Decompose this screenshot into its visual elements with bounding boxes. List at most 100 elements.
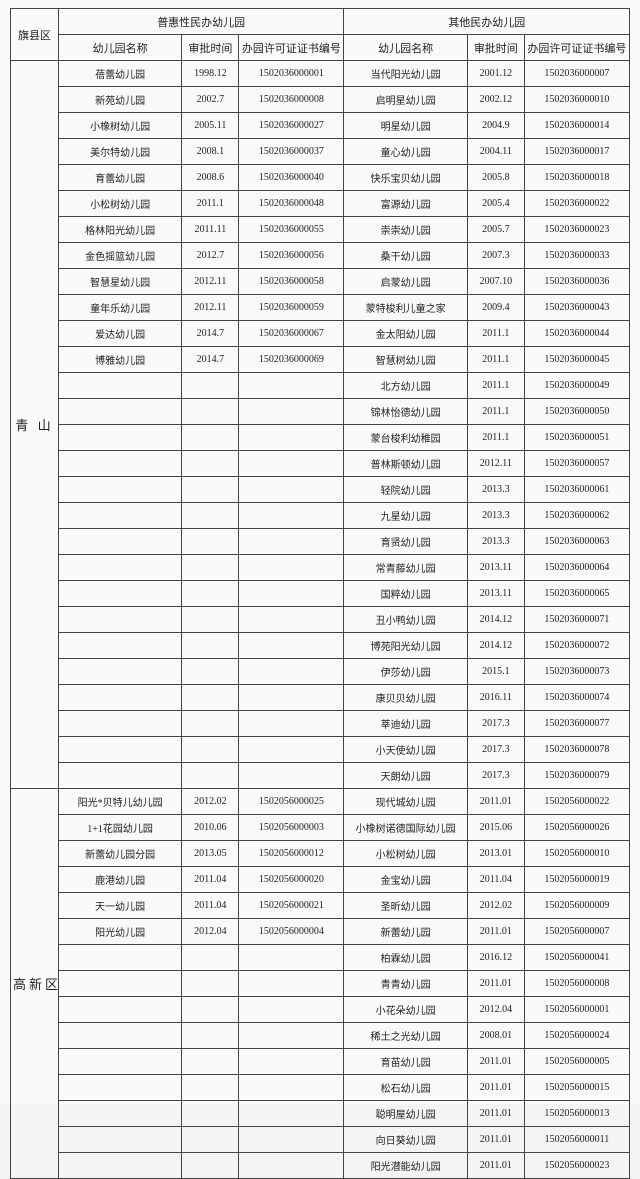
- table-row: 国粹幼儿园2013.111502036000065: [11, 581, 630, 607]
- cell-cert-a: 1502036000048: [239, 191, 344, 217]
- cell-cert-b: 1502036000071: [524, 607, 629, 633]
- cell-name-a: 童年乐幼儿园: [58, 295, 181, 321]
- cell-date-a: [182, 581, 239, 607]
- cell-cert-b: 1502056000009: [524, 893, 629, 919]
- cell-name-b: 小橡树诺德国际幼儿园: [344, 815, 467, 841]
- cell-date-a: [182, 997, 239, 1023]
- cell-name-a: 智慧星幼儿园: [58, 269, 181, 295]
- cell-date-a: [182, 1127, 239, 1153]
- cell-cert-a: [239, 1075, 344, 1101]
- cell-name-a: [58, 685, 181, 711]
- cell-date-a: 2014.7: [182, 321, 239, 347]
- header-group-a: 普惠性民办幼儿园: [58, 9, 343, 35]
- table-row: 小天使幼儿园2017.31502036000078: [11, 737, 630, 763]
- cell-date-b: 2002.12: [467, 87, 524, 113]
- cell-date-b: 2017.3: [467, 763, 524, 789]
- cell-cert-b: 1502036000007: [524, 61, 629, 87]
- cell-date-b: 2001.12: [467, 61, 524, 87]
- table-row: 聪明屋幼儿园2011.011502056000013: [11, 1101, 630, 1127]
- cell-cert-a: [239, 997, 344, 1023]
- table-row: 育苗幼儿园2011.011502056000005: [11, 1049, 630, 1075]
- cell-cert-b: 1502036000043: [524, 295, 629, 321]
- table-row: 博苑阳光幼儿园2014.121502036000072: [11, 633, 630, 659]
- cell-name-b: 金太阳幼儿园: [344, 321, 467, 347]
- cell-date-a: [182, 711, 239, 737]
- cell-date-a: 2012.02: [182, 789, 239, 815]
- cell-date-a: [182, 451, 239, 477]
- table-row: 智慧星幼儿园2012.111502036000058启蒙幼儿园2007.1015…: [11, 269, 630, 295]
- cell-cert-b: 1502036000072: [524, 633, 629, 659]
- cell-name-b: 小天使幼儿园: [344, 737, 467, 763]
- cell-date-a: [182, 425, 239, 451]
- cell-date-b: 2011.1: [467, 425, 524, 451]
- cell-name-a: [58, 1127, 181, 1153]
- table-row: 九星幼儿园2013.31502036000062: [11, 503, 630, 529]
- table-row: 育蕾幼儿园2008.61502036000040快乐宝贝幼儿园2005.8150…: [11, 165, 630, 191]
- cell-name-a: 1+1花园幼儿园: [58, 815, 181, 841]
- table-row: 向日葵幼儿园2011.011502056000011: [11, 1127, 630, 1153]
- cell-name-b: 小松树幼儿园: [344, 841, 467, 867]
- cell-date-b: 2011.01: [467, 1153, 524, 1179]
- header-name-a: 幼儿园名称: [58, 35, 181, 61]
- cell-cert-b: 1502036000017: [524, 139, 629, 165]
- cell-name-b: 轻院幼儿园: [344, 477, 467, 503]
- cell-cert-b: 1502056000001: [524, 997, 629, 1023]
- cell-date-b: 2011.1: [467, 399, 524, 425]
- cell-date-a: [182, 1075, 239, 1101]
- cell-cert-a: 1502056000025: [239, 789, 344, 815]
- cell-cert-b: 1502036000050: [524, 399, 629, 425]
- cell-name-b: 青青幼儿园: [344, 971, 467, 997]
- table-row: 小橡树幼儿园2005.111502036000027明星幼儿园2004.9150…: [11, 113, 630, 139]
- cell-cert-b: 1502036000063: [524, 529, 629, 555]
- cell-name-a: [58, 425, 181, 451]
- cell-date-a: [182, 399, 239, 425]
- cell-name-a: 博雅幼儿园: [58, 347, 181, 373]
- cell-date-b: 2011.01: [467, 1127, 524, 1153]
- cell-date-b: 2017.3: [467, 711, 524, 737]
- header-region: 旗县区: [11, 9, 59, 61]
- cell-cert-b: 1502036000065: [524, 581, 629, 607]
- cell-cert-a: [239, 581, 344, 607]
- cell-date-b: 2016.11: [467, 685, 524, 711]
- cell-name-a: 金色摇篮幼儿园: [58, 243, 181, 269]
- cell-date-a: 2011.04: [182, 867, 239, 893]
- cell-cert-a: [239, 1023, 344, 1049]
- cell-date-a: 2010.06: [182, 815, 239, 841]
- cell-cert-b: 1502036000051: [524, 425, 629, 451]
- table-row: 北方幼儿园2011.11502036000049: [11, 373, 630, 399]
- table-row: 1+1花园幼儿园2010.061502056000003小橡树诺德国际幼儿园20…: [11, 815, 630, 841]
- cell-name-b: 启蒙幼儿园: [344, 269, 467, 295]
- cell-cert-b: 1502036000049: [524, 373, 629, 399]
- cell-date-a: 2013.05: [182, 841, 239, 867]
- cell-name-a: [58, 399, 181, 425]
- cell-date-a: [182, 1101, 239, 1127]
- cell-date-a: [182, 971, 239, 997]
- cell-date-a: [182, 1023, 239, 1049]
- cell-cert-a: 1502056000003: [239, 815, 344, 841]
- cell-name-a: [58, 971, 181, 997]
- cell-name-a: [58, 555, 181, 581]
- cell-cert-b: 1502036000057: [524, 451, 629, 477]
- cell-date-b: 2011.01: [467, 1049, 524, 1075]
- cell-cert-a: [239, 607, 344, 633]
- cell-name-a: 美尔特幼儿园: [58, 139, 181, 165]
- header-cert-b: 办园许可证证书编号: [524, 35, 629, 61]
- region-cell: 青 山: [11, 61, 59, 789]
- header-date-b: 审批时间: [467, 35, 524, 61]
- cell-date-a: [182, 607, 239, 633]
- cell-name-b: 育贤幼儿园: [344, 529, 467, 555]
- table-row: 锦林怡德幼儿园2011.11502036000050: [11, 399, 630, 425]
- cell-date-b: 2015.1: [467, 659, 524, 685]
- cell-name-b: 聪明屋幼儿园: [344, 1101, 467, 1127]
- cell-date-a: 2011.04: [182, 893, 239, 919]
- table-row: 丑小鸭幼儿园2014.121502036000071: [11, 607, 630, 633]
- cell-name-a: 蓓蕾幼儿园: [58, 61, 181, 87]
- table-row: 康贝贝幼儿园2016.111502036000074: [11, 685, 630, 711]
- cell-name-b: 莘迪幼儿园: [344, 711, 467, 737]
- cell-name-a: [58, 451, 181, 477]
- cell-name-b: 崇崇幼儿园: [344, 217, 467, 243]
- cell-cert-a: [239, 971, 344, 997]
- cell-name-a: [58, 711, 181, 737]
- cell-date-b: 2015.06: [467, 815, 524, 841]
- cell-cert-a: [239, 425, 344, 451]
